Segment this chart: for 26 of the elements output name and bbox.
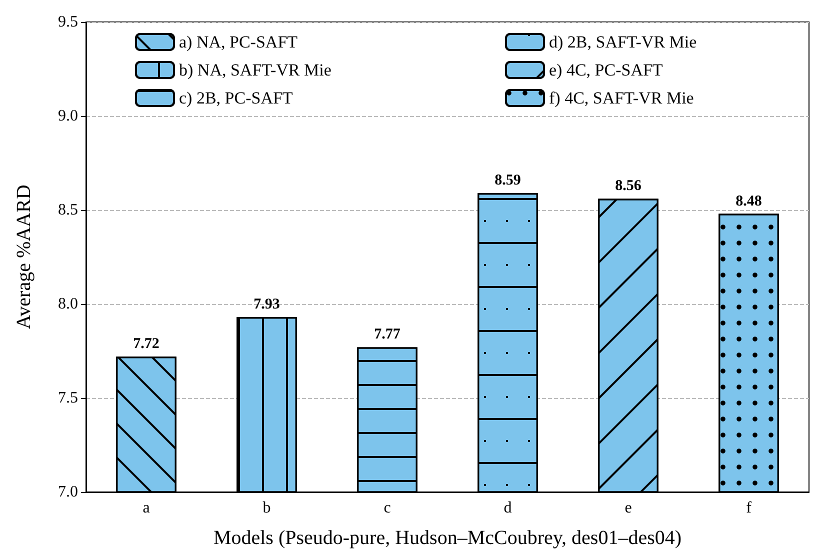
- x-tick-label: a: [142, 500, 150, 516]
- y-tick-label: 8.5: [58, 202, 78, 218]
- data-label: 7.93: [254, 296, 280, 313]
- y-tick-label: 7.0: [58, 484, 78, 500]
- data-label: 8.48: [736, 193, 762, 210]
- x-tick-label: e: [624, 500, 632, 516]
- x-tick-label: c: [384, 500, 391, 516]
- x-axis-title: Models (Pseudo-pure, Hudson–McCoubrey, des01–des04): [213, 527, 682, 549]
- legend-label: e) 4C, PC-SAFT: [549, 60, 664, 80]
- legend-label: a) NA, PC-SAFT: [179, 32, 298, 52]
- legend-label: f) 4C, SAFT-VR Mie: [549, 88, 694, 108]
- x-tick-label: b: [262, 500, 271, 516]
- legend-label: d) 2B, SAFT-VR Mie: [549, 32, 697, 52]
- y-tick-label: 7.5: [58, 390, 78, 406]
- data-label: 8.56: [615, 178, 642, 194]
- data-label: 7.77: [374, 326, 401, 343]
- y-tick-label: 9.0: [58, 108, 78, 124]
- legend-label: c) 2B, PC-SAFT: [179, 88, 294, 108]
- legend-label: b) NA, SAFT-VR Mie: [179, 60, 332, 80]
- data-label: 7.72: [133, 336, 160, 352]
- y-tick-label: 8.0: [58, 296, 78, 312]
- data-label: 8.59: [494, 172, 521, 189]
- x-tick-label: f: [746, 500, 752, 516]
- y-tick-label: 9.5: [58, 14, 78, 30]
- y-axis-title: Average %AARD: [13, 184, 35, 330]
- x-tick-label: d: [504, 500, 512, 516]
